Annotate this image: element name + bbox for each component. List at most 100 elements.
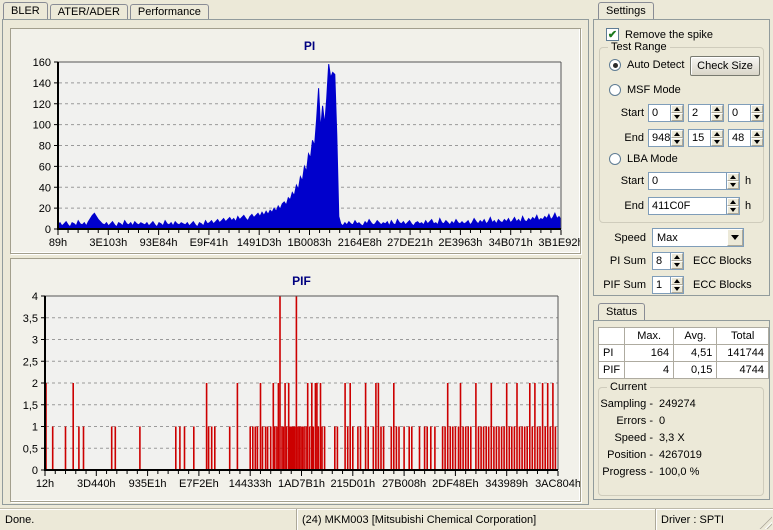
position-label: Position - bbox=[607, 449, 653, 461]
spin-up-button[interactable] bbox=[751, 105, 763, 113]
spin-up-button[interactable] bbox=[711, 105, 723, 113]
spin-up-button[interactable] bbox=[751, 130, 763, 138]
chevron-up-icon bbox=[674, 279, 680, 283]
table-row: PI 164 4,51 141744 bbox=[597, 344, 769, 362]
lba-end-spinner[interactable]: 411C0F bbox=[648, 197, 740, 215]
dropdown-button[interactable] bbox=[727, 229, 743, 246]
pi-sum-spinner[interactable]: 8 bbox=[652, 252, 684, 270]
bler-tab-page: 0 20 40 60 80 100 120 140 160 89h 3E103h 93E84h E9F4… bbox=[2, 19, 589, 505]
spin-down-button[interactable] bbox=[711, 138, 723, 146]
msf-start-min-spinner[interactable]: 0 bbox=[648, 104, 684, 122]
col-max: Max. bbox=[624, 327, 675, 345]
pi-max: 164 bbox=[624, 344, 675, 362]
tab-ater-ader[interactable]: ATER/ADER bbox=[49, 4, 128, 19]
spin-up-button[interactable] bbox=[727, 173, 739, 181]
spin-down-button[interactable] bbox=[671, 113, 683, 121]
pi-sum-row: PI Sum 8 ECC Blocks bbox=[600, 252, 752, 270]
pif-total: 4744 bbox=[716, 361, 769, 379]
spin-down-button[interactable] bbox=[711, 113, 723, 121]
spin-up-button[interactable] bbox=[671, 105, 683, 113]
statusbar: Done. (24) MKM003 [Mitsubishi Chemical C… bbox=[0, 508, 773, 530]
speed-dropdown[interactable]: Max bbox=[652, 228, 744, 247]
pif-sum-row: PIF Sum 1 ECC Blocks bbox=[600, 276, 752, 294]
svg-text:20: 20 bbox=[39, 203, 51, 215]
svg-text:2164E8h: 2164E8h bbox=[338, 237, 382, 249]
pif-sum-spinner[interactable]: 1 bbox=[652, 276, 684, 294]
svg-text:144333h: 144333h bbox=[229, 478, 272, 490]
tab-status[interactable]: Status bbox=[598, 303, 646, 320]
pi-chart-panel: 0 20 40 60 80 100 120 140 160 89h 3E103h 93E84h E9F4… bbox=[10, 28, 581, 254]
chevron-down-icon bbox=[714, 115, 720, 119]
spin-down-button[interactable] bbox=[727, 206, 739, 214]
chevron-up-icon bbox=[714, 132, 720, 136]
spin-up-button[interactable] bbox=[711, 130, 723, 138]
msf-end-sec-value: 15 bbox=[692, 132, 705, 144]
svg-text:0,5: 0,5 bbox=[23, 443, 38, 455]
tab-bler[interactable]: BLER bbox=[3, 2, 48, 19]
progress-value: 100,0 % bbox=[659, 466, 700, 478]
svg-text:E9F41h: E9F41h bbox=[190, 237, 229, 249]
spin-down-button[interactable] bbox=[751, 113, 763, 121]
msf-mode-radio[interactable] bbox=[609, 84, 621, 96]
spin-up-button[interactable] bbox=[671, 277, 683, 285]
msf-end-frame-spinner[interactable]: 48 bbox=[728, 129, 764, 147]
spin-up-button[interactable] bbox=[671, 253, 683, 261]
resize-grip-icon[interactable] bbox=[759, 516, 772, 529]
chevron-down-icon bbox=[754, 140, 760, 144]
msf-start-sec-spinner[interactable]: 2 bbox=[688, 104, 724, 122]
svg-text:140: 140 bbox=[33, 78, 51, 90]
spin-up-button[interactable] bbox=[671, 130, 683, 138]
msf-end-min-spinner[interactable]: 948 bbox=[648, 129, 684, 147]
msf-start-frame-spinner[interactable]: 0 bbox=[728, 104, 764, 122]
svg-text:100: 100 bbox=[33, 120, 51, 132]
table-row: PIF 4 0,15 4744 bbox=[597, 361, 769, 379]
lba-start-spinner[interactable]: 0 bbox=[648, 172, 740, 190]
errors-label: Errors - bbox=[616, 415, 653, 427]
msf-end-sec-spinner[interactable]: 15 bbox=[688, 129, 724, 147]
spin-down-button[interactable] bbox=[671, 285, 683, 293]
spin-down-button[interactable] bbox=[671, 138, 683, 146]
chevron-down-icon bbox=[674, 115, 680, 119]
spin-down-button[interactable] bbox=[671, 261, 683, 269]
spin-up-button[interactable] bbox=[727, 198, 739, 206]
msf-start-row: Start 0 2 0 bbox=[604, 104, 764, 122]
spin-down-button[interactable] bbox=[727, 181, 739, 189]
svg-text:93E84h: 93E84h bbox=[140, 237, 178, 249]
remove-spike-checkbox[interactable]: ✔ bbox=[606, 28, 619, 41]
test-range-title: Test Range bbox=[608, 41, 670, 53]
svg-text:343989h: 343989h bbox=[485, 478, 528, 490]
svg-text:160: 160 bbox=[33, 57, 51, 69]
status-panel: Max. Avg. Total PI 164 4,51 141744 PIF 4… bbox=[593, 320, 770, 500]
chevron-down-icon bbox=[730, 183, 736, 187]
chevron-up-icon bbox=[754, 132, 760, 136]
check-size-button[interactable]: Check Size bbox=[690, 56, 760, 76]
spin-down-button[interactable] bbox=[751, 138, 763, 146]
speed-value: Max bbox=[657, 231, 678, 244]
lba-mode-row: LBA Mode bbox=[609, 153, 678, 165]
pif-sum-unit: ECC Blocks bbox=[693, 279, 752, 291]
chevron-up-icon bbox=[674, 132, 681, 136]
svg-text:215D01h: 215D01h bbox=[330, 478, 375, 490]
lba-mode-radio[interactable] bbox=[609, 153, 621, 165]
svg-text:E7F2Eh: E7F2Eh bbox=[179, 478, 219, 490]
speed-current-label: Speed - bbox=[614, 432, 653, 444]
auto-detect-radio[interactable] bbox=[609, 59, 621, 71]
tab-performance[interactable]: Performance bbox=[129, 4, 209, 19]
lba-start-row: Start 0 h bbox=[604, 172, 751, 190]
chevron-down-icon bbox=[714, 140, 720, 144]
chevron-down-icon bbox=[674, 263, 680, 267]
statusbar-driver: Driver : SPTI bbox=[655, 509, 773, 530]
current-title: Current bbox=[607, 381, 650, 393]
speed-current-value: 3,3 X bbox=[659, 432, 685, 444]
chevron-up-icon bbox=[674, 107, 680, 111]
pif-max: 4 bbox=[624, 361, 675, 379]
driver-label: Driver : SPTI bbox=[661, 513, 724, 526]
tab-settings[interactable]: Settings bbox=[598, 2, 654, 19]
svg-text:3: 3 bbox=[32, 335, 38, 347]
msf-end-row: End 948 15 48 bbox=[604, 129, 764, 147]
pif-row-label: PIF bbox=[597, 361, 626, 379]
msf-start-label: Start bbox=[620, 107, 644, 119]
msf-start-min-value: 0 bbox=[652, 107, 659, 119]
svg-text:1B0083h: 1B0083h bbox=[287, 237, 331, 249]
speed-label: Speed bbox=[614, 231, 646, 244]
